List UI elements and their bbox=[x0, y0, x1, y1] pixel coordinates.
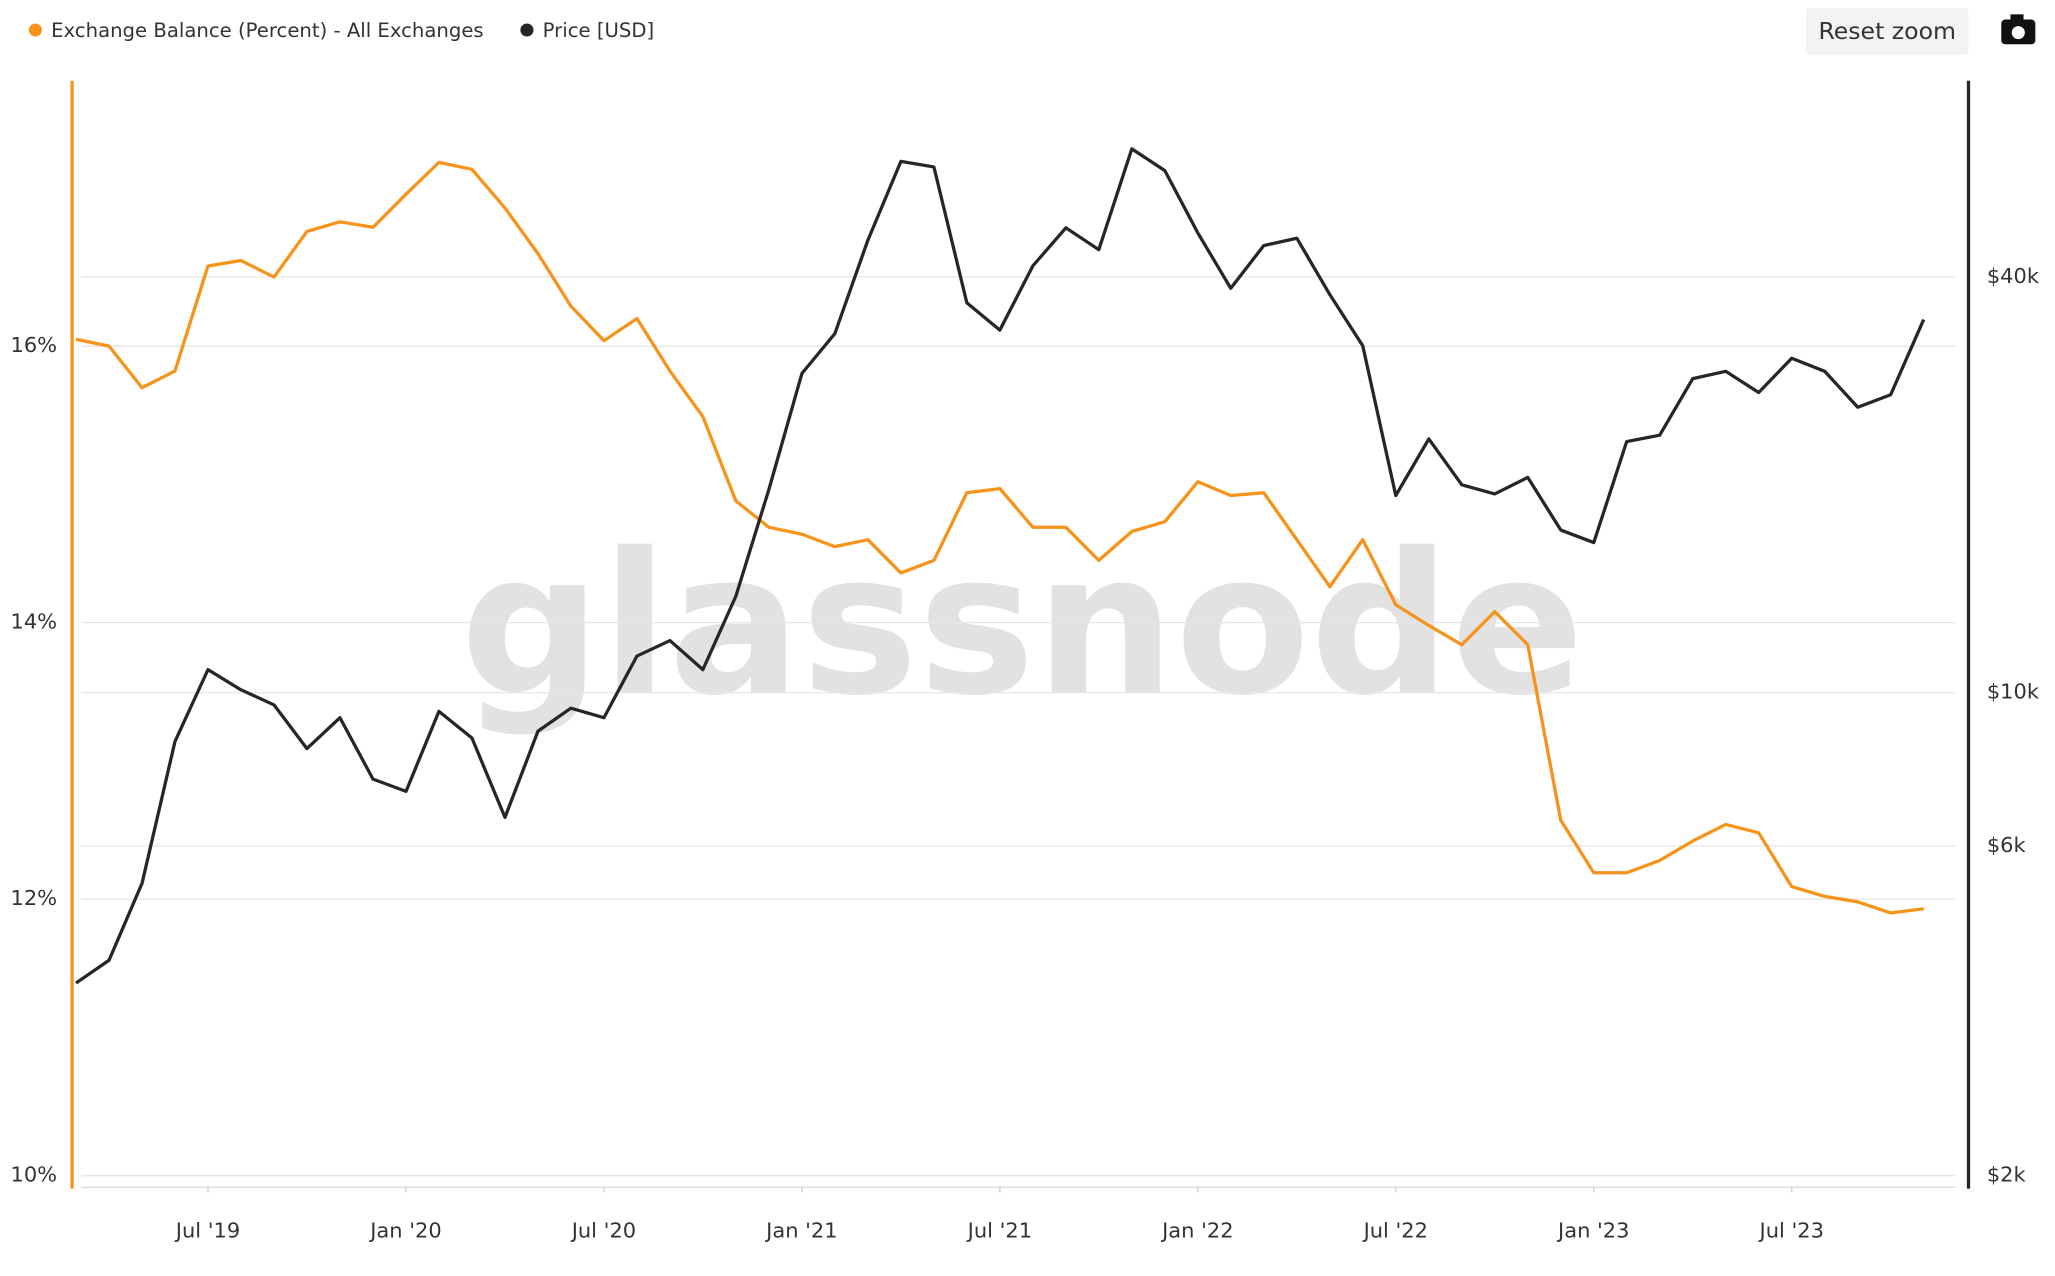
camera-icon[interactable] bbox=[2001, 14, 2036, 45]
x-tick-label: Jul '19 bbox=[174, 1219, 240, 1243]
legend-marker bbox=[520, 23, 534, 37]
reset-zoom-button[interactable]: Reset zoom bbox=[1805, 7, 1969, 55]
y-tick-label: 12% bbox=[10, 886, 57, 910]
camera-lens[interactable] bbox=[2011, 26, 2025, 40]
series-line bbox=[75, 160, 1924, 915]
x-tick-label: Jul '23 bbox=[1758, 1219, 1824, 1243]
legend-label: Exchange Balance (Percent) - All Exchang… bbox=[51, 19, 484, 42]
x-tick-label: Jul '20 bbox=[570, 1219, 636, 1243]
x-tick-label: Jan '23 bbox=[1556, 1219, 1629, 1243]
x-tick-label: Jan '20 bbox=[368, 1219, 441, 1243]
y-tick-label: 14% bbox=[10, 610, 57, 634]
y2-tick-label: $2k bbox=[1987, 1163, 2027, 1187]
x-tick-label: Jan '22 bbox=[1160, 1219, 1233, 1243]
x-tick-label: Jul '21 bbox=[966, 1219, 1032, 1243]
x-tick-label: Jan '21 bbox=[764, 1219, 837, 1243]
legend-marker bbox=[28, 23, 42, 37]
x-tick-label: Jul '22 bbox=[1362, 1219, 1428, 1243]
y2-tick-label: $40k bbox=[1987, 264, 2040, 288]
watermark: glassnode bbox=[460, 512, 1584, 739]
y2-tick-label: $6k bbox=[1987, 833, 2027, 857]
y-tick-label: 16% bbox=[10, 333, 57, 357]
y-tick-label: 10% bbox=[10, 1163, 57, 1187]
legend-label: Price [USD] bbox=[543, 19, 654, 42]
y2-tick-label: $10k bbox=[1987, 680, 2040, 704]
camera-top[interactable] bbox=[2010, 14, 2024, 23]
button-bg[interactable] bbox=[1805, 7, 1969, 55]
button-label[interactable]: Reset zoom bbox=[1818, 17, 1956, 45]
series-line bbox=[75, 147, 1926, 985]
